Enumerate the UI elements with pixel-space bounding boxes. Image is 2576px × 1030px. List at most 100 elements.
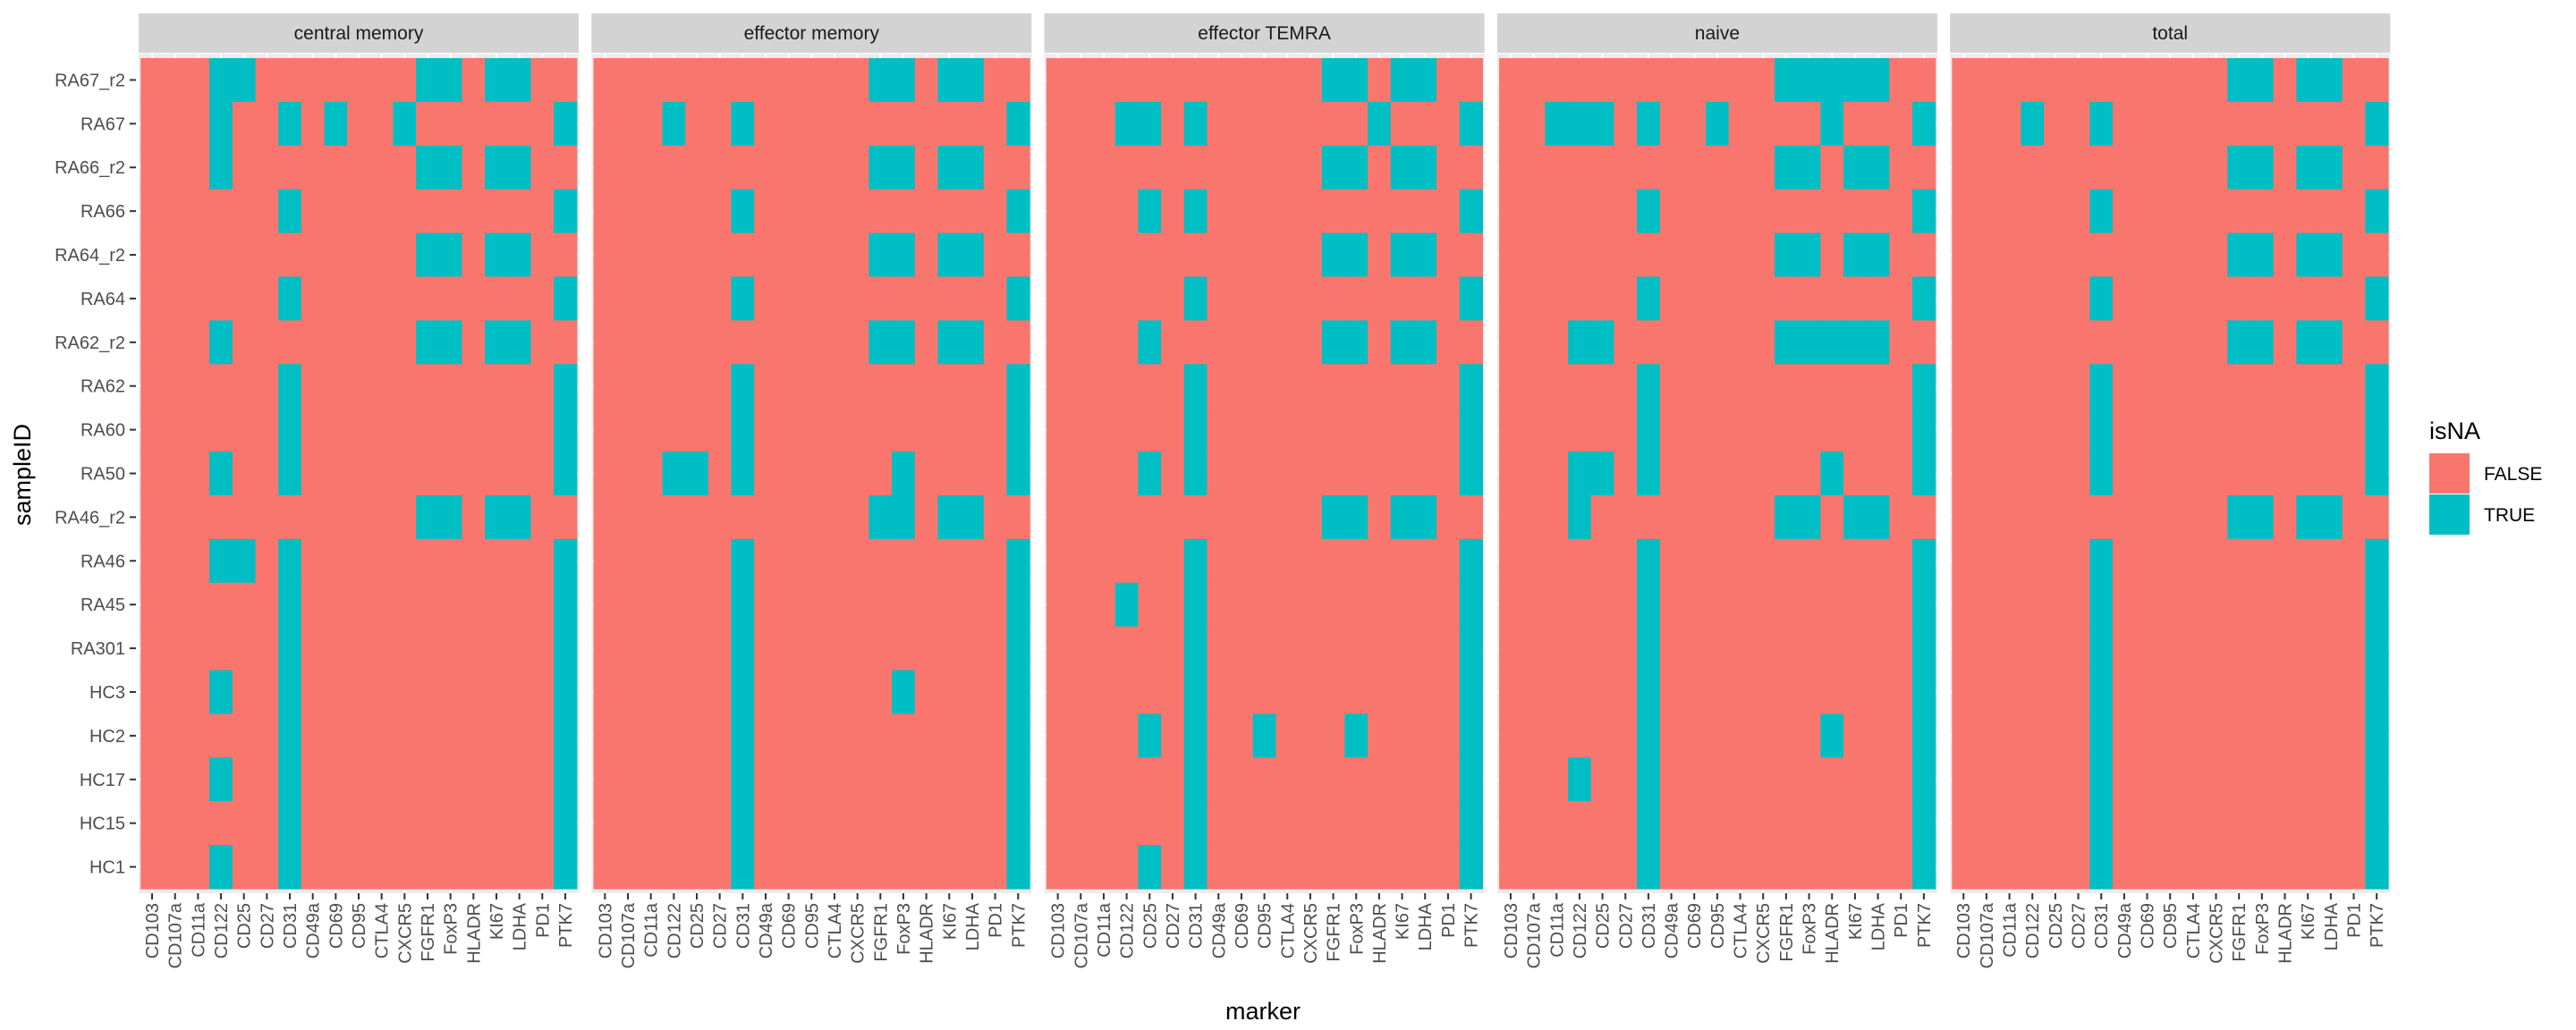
heatmap-cell <box>140 101 165 147</box>
heatmap-cell <box>209 538 233 584</box>
heatmap-cell <box>209 452 233 496</box>
heatmap-cell <box>1682 801 1707 846</box>
heatmap-cell <box>1344 276 1368 321</box>
heatmap-cell <box>1230 364 1254 409</box>
heatmap-cell <box>1545 101 1569 147</box>
heatmap-cell <box>754 801 778 846</box>
heatmap-cell <box>1820 757 1844 802</box>
heatmap-cell <box>232 145 257 190</box>
heatmap-cell <box>914 232 939 278</box>
heatmap-cell <box>662 670 686 715</box>
heatmap-cell <box>2044 757 2068 802</box>
heatmap-cell <box>1092 494 1116 540</box>
heatmap-cell <box>1161 276 1185 321</box>
heatmap-cell <box>892 58 916 103</box>
heatmap-cell <box>937 538 962 584</box>
heatmap-cell <box>2227 232 2251 278</box>
heatmap-cell <box>2296 408 2320 452</box>
heatmap-cell <box>485 538 509 584</box>
heatmap-cell <box>1344 58 1368 103</box>
heatmap-cell <box>301 626 326 671</box>
heatmap-cell <box>2342 145 2366 190</box>
heatmap-cell <box>2021 494 2045 540</box>
x-tick-label: CD49a <box>1663 902 1682 958</box>
heatmap-cell <box>232 801 257 846</box>
heatmap-cell <box>209 101 233 147</box>
heatmap-cell <box>1368 320 1392 365</box>
heatmap-cell <box>1866 757 1890 802</box>
heatmap-cell <box>1114 408 1140 452</box>
heatmap-cell <box>462 452 486 496</box>
heatmap-cell <box>1545 538 1569 584</box>
heatmap-cell <box>2113 801 2137 846</box>
heatmap-cell <box>1092 713 1116 758</box>
heatmap-cell <box>324 845 348 890</box>
heatmap-cell <box>2066 232 2090 278</box>
heatmap-cell <box>731 494 755 540</box>
heatmap-cell <box>1252 494 1277 540</box>
x-tick-label: FoxP3 <box>442 903 462 955</box>
x-tick-label: CD95 <box>350 903 369 949</box>
heatmap-cell <box>1321 626 1346 671</box>
heatmap-cell <box>438 189 463 234</box>
heatmap-cell <box>2250 364 2275 409</box>
heatmap-cell <box>1046 145 1071 190</box>
heatmap-cell <box>369 582 394 628</box>
x-tick-label: FGFR1 <box>1325 903 1344 962</box>
heatmap-cell <box>1997 364 2021 409</box>
heatmap-cell <box>961 494 985 540</box>
heatmap-cell <box>1775 845 1799 890</box>
heatmap-cell <box>776 232 801 278</box>
heatmap-cell <box>507 582 532 628</box>
heatmap-cell <box>485 670 509 715</box>
heatmap-cell <box>1183 538 1208 584</box>
heatmap-cell <box>232 670 257 715</box>
heatmap-cell <box>1413 757 1437 802</box>
heatmap-cell <box>2044 232 2068 278</box>
heatmap-cell <box>2066 364 2090 409</box>
heatmap-cell <box>1614 232 1638 278</box>
heatmap-cell <box>1997 232 2021 278</box>
heatmap-cell <box>1413 582 1437 628</box>
heatmap-cell <box>983 276 1008 321</box>
heatmap-cell <box>1590 101 1615 147</box>
heatmap-cell <box>2135 101 2159 147</box>
heatmap-cell <box>1975 189 1999 234</box>
heatmap-cell <box>1728 408 1752 452</box>
heatmap-cell <box>1659 713 1683 758</box>
heatmap-cell <box>2021 189 2045 234</box>
heatmap-cell <box>2135 713 2159 758</box>
heatmap-cell <box>1889 320 1913 365</box>
heatmap-cell <box>1413 713 1437 758</box>
heatmap-cell <box>708 713 733 758</box>
heatmap-cell <box>1637 538 1661 584</box>
heatmap-cell <box>1230 801 1254 846</box>
heatmap-cell <box>1706 408 1730 452</box>
x-tick-label: FGFR1 <box>419 903 438 962</box>
heatmap-cell <box>593 364 617 409</box>
heatmap-cell <box>1843 452 1868 496</box>
heatmap-cell <box>983 801 1008 846</box>
legend: isNA FALSE TRUE <box>2429 418 2542 535</box>
heatmap-cell <box>2204 670 2228 715</box>
heatmap-cell <box>914 845 939 890</box>
heatmap-cell <box>2319 101 2343 147</box>
heatmap-cell <box>255 101 279 147</box>
heatmap-cell <box>1275 452 1300 496</box>
heatmap-cell <box>800 408 824 452</box>
x-tick-label: CD31 <box>733 903 753 949</box>
heatmap-cell <box>1321 58 1346 103</box>
heatmap-cell <box>961 670 985 715</box>
heatmap-cell <box>462 538 486 584</box>
heatmap-cell <box>1614 452 1638 496</box>
heatmap-cell <box>2319 670 2343 715</box>
heatmap-cell <box>1207 801 1231 846</box>
heatmap-cell <box>2089 845 2114 890</box>
heatmap-cell <box>937 276 962 321</box>
heatmap-cell <box>1368 189 1392 234</box>
heatmap-cell <box>1568 801 1592 846</box>
heatmap-cell <box>1751 538 1775 584</box>
heatmap-cell <box>1521 408 1546 452</box>
heatmap-cell <box>2113 408 2137 452</box>
